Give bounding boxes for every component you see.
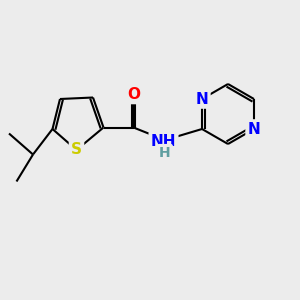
- Text: O: O: [127, 87, 140, 102]
- Text: S: S: [71, 142, 82, 158]
- Text: H: H: [159, 146, 171, 160]
- Text: N: N: [248, 122, 260, 136]
- Text: NH: NH: [151, 134, 176, 148]
- Text: N: N: [196, 92, 208, 106]
